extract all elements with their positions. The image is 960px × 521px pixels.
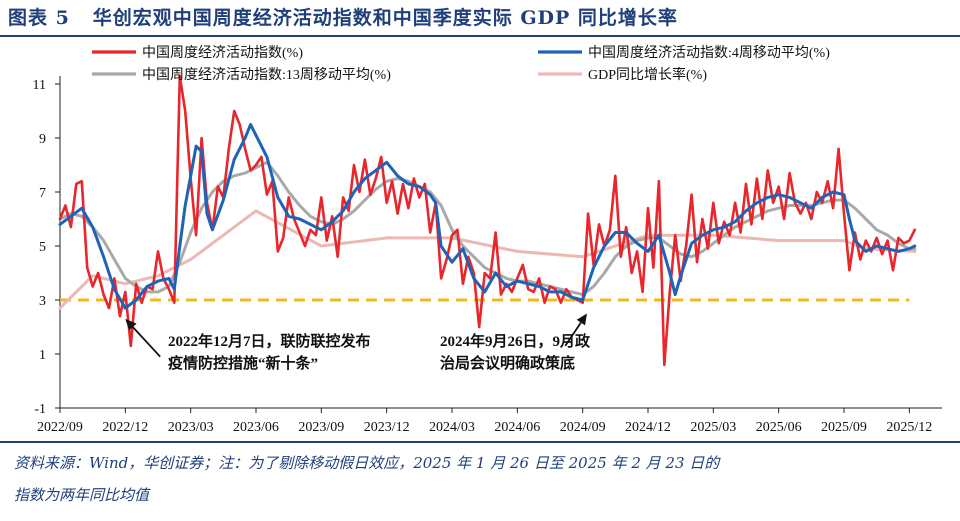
x-tick-label: 2023/03 xyxy=(168,420,214,435)
legend-label-weekly: 中国周度经济活动指数(%) xyxy=(142,45,303,61)
y-tick-label: 11 xyxy=(33,78,46,93)
series-ma4-line xyxy=(58,123,917,310)
y-tick-label: 5 xyxy=(39,240,46,255)
annotation-2-line-1: 2024年9月26日，9月政 xyxy=(440,332,591,350)
series-gdp-line xyxy=(58,209,917,310)
x-tick-label: 2025/12 xyxy=(886,420,932,435)
source-note-line-2: 指数为两年同比均值 xyxy=(14,486,150,504)
x-tick-label: 2023/12 xyxy=(364,420,410,435)
title-rule xyxy=(0,35,960,37)
y-tick-label: -1 xyxy=(34,402,46,417)
series-weekly-line xyxy=(58,74,917,367)
chart: -1 1 3 5 7 9 11 2022/09 2022/12 2023/03 2023/06 202… xyxy=(33,45,942,435)
annotation-1-line-1: 2022年12月7日，联防联控发布 xyxy=(168,332,371,350)
annotation-arrowhead-2 xyxy=(576,313,587,326)
source-rule xyxy=(0,441,960,443)
x-tick-label: 2023/09 xyxy=(298,420,344,435)
x-tick-label: 2024/03 xyxy=(429,420,475,435)
x-tick-label: 2025/06 xyxy=(756,420,802,435)
x-tick-label: 2025/09 xyxy=(821,420,867,435)
annotation-arrow-1 xyxy=(132,326,161,358)
legend-label-ma13: 中国周度经济活动指数:13周移动平均(%) xyxy=(142,67,391,83)
x-tick-label: 2024/12 xyxy=(625,420,671,435)
figure-title-text: 华创宏观中国周度经济活动指数和中国季度实际 GDP 同比增长率 xyxy=(92,7,678,29)
y-tick-label: 3 xyxy=(39,294,46,309)
source-note-line-1: 资料来源：Wind，华创证券；注：为了剔除移动假日效应，2025 年 1 月 2… xyxy=(14,454,720,472)
y-tick-label: 1 xyxy=(39,348,46,363)
annotation-arrow-2 xyxy=(564,322,582,347)
figure-label: 图表 5 xyxy=(8,7,70,29)
series-layer xyxy=(58,74,917,367)
x-tick-label: 2022/09 xyxy=(37,420,83,435)
legend-label-ma4: 中国周度经济活动指数:4周移动平均(%) xyxy=(588,45,830,61)
annotation-1-line-2: 疫情防控措施“新十条” xyxy=(168,354,318,372)
x-tick-label: 2024/09 xyxy=(560,420,606,435)
x-tick-label: 2022/12 xyxy=(102,420,148,435)
x-tick-label: 2023/06 xyxy=(233,420,279,435)
y-tick-label: 7 xyxy=(39,186,46,201)
legend-label-gdp: GDP同比增长率(%) xyxy=(588,66,707,83)
title-bar: 图表 5 华创宏观中国周度经济活动指数和中国季度实际 GDP 同比增长率 xyxy=(0,0,960,37)
annotation-2-line-2: 治局会议明确政策底 xyxy=(440,354,575,372)
legend: 中国周度经济活动指数(%) 中国周度经济活动指数:13周移动平均(%) 中国周度经济… xyxy=(92,45,830,83)
y-tick-label: 9 xyxy=(39,132,46,147)
x-tick-label: 2024/06 xyxy=(494,420,540,435)
x-tick-label: 2025/03 xyxy=(690,420,736,435)
axes: -1 1 3 5 7 9 11 2022/09 2022/12 2023/03 2023/06 202… xyxy=(33,76,942,435)
annotation-arrowhead-1 xyxy=(125,318,137,331)
figure-title: 图表 5 华创宏观中国周度经济活动指数和中国季度实际 GDP 同比增长率 xyxy=(8,3,678,30)
